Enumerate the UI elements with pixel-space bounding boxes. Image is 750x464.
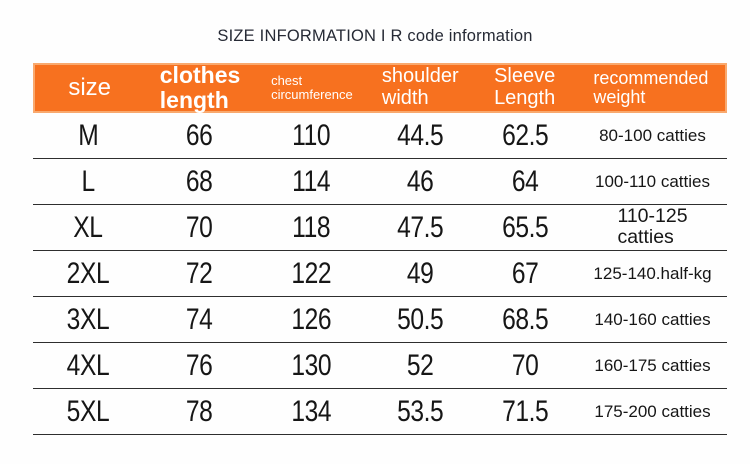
cell-clothes-length: 76 bbox=[185, 348, 213, 382]
column-header-shoulder-width: shoulder width bbox=[368, 66, 472, 109]
cell-chest-circumference: 122 bbox=[291, 256, 332, 290]
cell-shoulder-width: 53.5 bbox=[397, 394, 444, 428]
cell-chest-circumference: 110 bbox=[292, 118, 331, 152]
table-row-4xl: 4XL 76 130 52 70 160-175 catties bbox=[33, 343, 727, 389]
cell-clothes-length: 66 bbox=[185, 118, 213, 152]
cell-recommended-weight: 100-110 catties bbox=[595, 171, 710, 191]
cell-chest-circumference: 130 bbox=[291, 348, 332, 382]
cell-shoulder-width: 52 bbox=[407, 348, 434, 382]
cell-size: 4XL bbox=[66, 348, 110, 382]
cell-size: 2XL bbox=[66, 256, 110, 290]
cell-recommended-weight: 80-100 catties bbox=[599, 125, 706, 145]
table-header-row: size clothes length chest circumference … bbox=[33, 63, 727, 113]
cell-recommended-weight: 140-160 catties bbox=[594, 309, 711, 329]
cell-size: M bbox=[77, 118, 99, 152]
column-header-clothes-length: clothes length bbox=[144, 63, 255, 113]
cell-shoulder-width: 44.5 bbox=[397, 118, 444, 152]
cell-clothes-length: 72 bbox=[185, 256, 213, 290]
cell-chest-circumference: 114 bbox=[292, 164, 331, 198]
cell-sleeve-length: 68.5 bbox=[502, 302, 549, 336]
cell-clothes-length: 74 bbox=[185, 302, 213, 336]
table-row-2xl: 2XL 72 122 49 67 125-140.half-kg bbox=[33, 251, 727, 297]
cell-clothes-length: 78 bbox=[185, 394, 213, 428]
cell-recommended-weight: 125-140.half-kg bbox=[593, 263, 712, 283]
column-header-sleeve-length: Sleeve Length bbox=[472, 66, 576, 109]
cell-shoulder-width: 50.5 bbox=[397, 302, 444, 336]
cell-size: 3XL bbox=[66, 302, 110, 336]
cell-chest-circumference: 134 bbox=[291, 394, 332, 428]
column-header-clothes-length-label: clothes length bbox=[159, 62, 241, 113]
cell-size: 5XL bbox=[66, 394, 110, 428]
table-row-l: L 68 114 46 64 100-110 catties bbox=[33, 159, 727, 205]
cell-shoulder-width: 49 bbox=[407, 256, 434, 290]
column-header-sleeve-length-label: Sleeve Length bbox=[494, 65, 556, 109]
cell-size: L bbox=[81, 164, 95, 198]
table-row-3xl: 3XL 74 126 50.5 68.5 140-160 catties bbox=[33, 297, 727, 343]
page-title: SIZE INFORMATION I R code information bbox=[217, 27, 533, 45]
cell-sleeve-length: 64 bbox=[512, 164, 539, 198]
cell-shoulder-width: 47.5 bbox=[397, 210, 444, 244]
cell-shoulder-width: 46 bbox=[407, 164, 434, 198]
cell-chest-circumference: 118 bbox=[292, 210, 331, 244]
cell-chest-circumference: 126 bbox=[291, 302, 332, 336]
cell-recommended-weight: 110-125 catties bbox=[617, 205, 688, 248]
column-header-size: size bbox=[35, 75, 144, 101]
column-header-recommended-weight-label: recommended weight bbox=[593, 67, 709, 107]
cell-recommended-weight: 175-200 catties bbox=[594, 401, 711, 421]
cell-size: XL bbox=[73, 210, 103, 244]
cell-sleeve-length: 67 bbox=[512, 256, 539, 290]
cell-sleeve-length: 70 bbox=[512, 348, 539, 382]
cell-clothes-length: 70 bbox=[185, 210, 213, 244]
column-header-size-label: size bbox=[68, 74, 112, 102]
column-header-recommended-weight: recommended weight bbox=[577, 67, 725, 108]
column-header-chest-circumference-label: chest circumference bbox=[271, 72, 353, 102]
table-row-xl: XL 70 118 47.5 65.5 110-125 catties bbox=[33, 205, 727, 251]
table-row-5xl: 5XL 78 134 53.5 71.5 175-200 catties bbox=[33, 389, 727, 435]
column-header-shoulder-width-label: shoulder width bbox=[381, 65, 459, 109]
column-header-chest-circumference: chest circumference bbox=[256, 72, 368, 102]
cell-sleeve-length: 65.5 bbox=[502, 210, 549, 244]
cell-sleeve-length: 62.5 bbox=[502, 118, 549, 152]
table-row-m: M 66 110 44.5 62.5 80-100 catties bbox=[33, 113, 727, 159]
size-table: size clothes length chest circumference … bbox=[33, 63, 727, 435]
cell-clothes-length: 68 bbox=[185, 164, 213, 198]
cell-recommended-weight: 160-175 catties bbox=[594, 355, 711, 375]
cell-sleeve-length: 71.5 bbox=[502, 394, 549, 428]
